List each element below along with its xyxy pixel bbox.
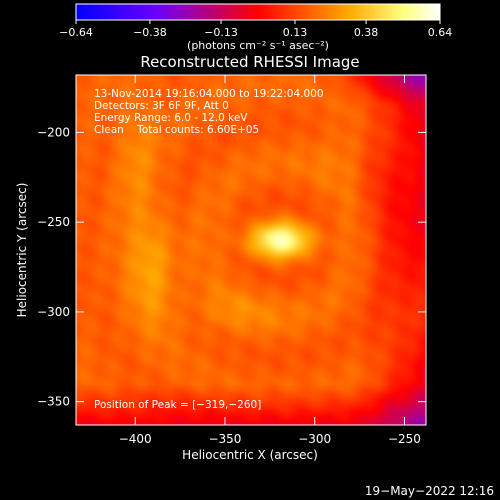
y-axis-label: Heliocentric Y (arcsec) xyxy=(15,183,29,318)
plot-frame xyxy=(75,74,427,426)
peak-position-label: Position of Peak = [−319,−260] xyxy=(94,399,261,411)
annotation-energy-range: Energy Range: 6.0 - 12.0 keV xyxy=(94,112,248,124)
colorbar-tick-label: −0.13 xyxy=(204,26,238,39)
colorbar: −0.64 −0.38 −0.13 0.13 0.38 0.64 (photons cm⁻… xyxy=(59,3,452,52)
heatmap-image xyxy=(76,75,426,425)
colorbar-tick-label: −0.38 xyxy=(133,26,167,39)
x-axis-ticks: −400 −350 −300 −250 xyxy=(119,75,421,446)
x-tick-label: −250 xyxy=(388,432,421,446)
y-tick-label: −200 xyxy=(37,125,70,139)
colorbar-ticks: −0.64 −0.38 −0.13 0.13 0.38 0.64 xyxy=(59,20,452,39)
annotation-detectors: Detectors: 3F 6F 9F, Att 0 xyxy=(94,100,229,112)
x-tick-label: −400 xyxy=(119,432,152,446)
footer-timestamp: 19−May−2022 12:16 xyxy=(365,484,494,498)
colorbar-tick-label: 0.13 xyxy=(283,26,308,39)
x-tick-label: −350 xyxy=(208,432,241,446)
y-tick-label: −350 xyxy=(37,395,70,409)
x-tick-label: −300 xyxy=(298,432,331,446)
annotation-time-range: 13-Nov-2014 19:16:04.000 to 19:22:04.000 xyxy=(94,88,324,100)
chart-title: Reconstructed RHESSI Image xyxy=(140,53,359,71)
annotation-total-counts: Clean Total counts: 6.60E+05 xyxy=(94,124,259,136)
colorbar-tick-label: 0.38 xyxy=(354,26,379,39)
colorbar-tick-label: −0.64 xyxy=(59,26,93,39)
colorbar-gradient xyxy=(75,3,441,21)
y-tick-label: −250 xyxy=(37,215,70,229)
y-tick-label: −300 xyxy=(37,305,70,319)
annotation-block: 13-Nov-2014 19:16:04.000 to 19:22:04.000… xyxy=(94,88,324,136)
y-axis-ticks: −200 −250 −300 −350 xyxy=(37,125,426,409)
colorbar-tick-label: 0.64 xyxy=(428,26,453,39)
x-axis-label: Heliocentric X (arcsec) xyxy=(182,448,318,462)
colorbar-units: (photons cm⁻² s⁻¹ asec⁻²) xyxy=(187,39,329,52)
